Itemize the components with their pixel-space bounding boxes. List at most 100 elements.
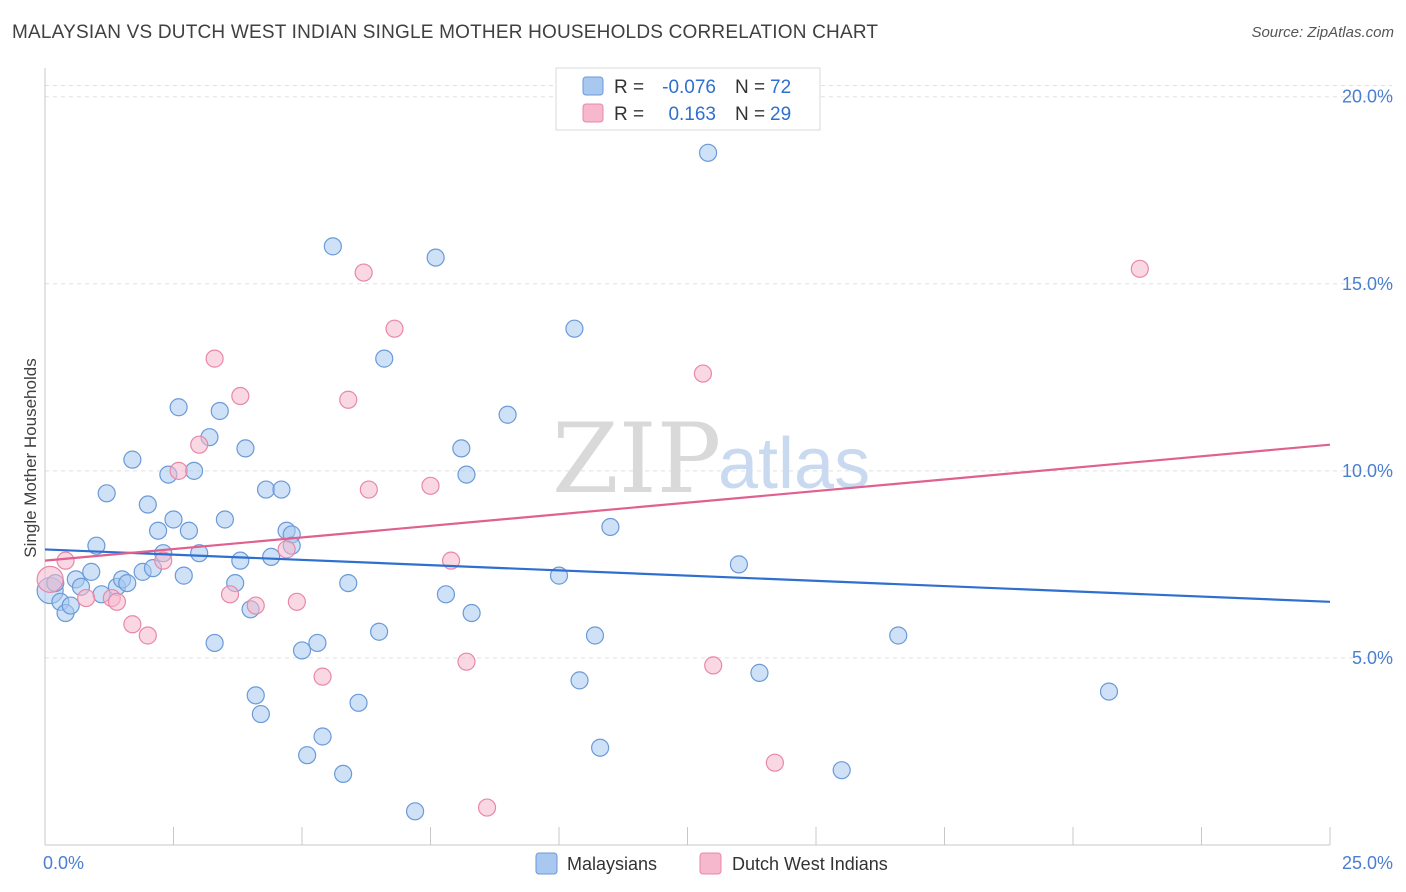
watermark: ZIP atlas — [552, 403, 870, 515]
point-dutch-west-indians — [77, 588, 96, 608]
point-malaysians — [339, 573, 358, 593]
legend-swatch-dutch-west-indians — [582, 103, 604, 123]
legend-n-label-dutch-west-indians: N = — [735, 104, 765, 125]
y-tick-label: 5.0% — [1352, 648, 1393, 668]
bottom-legend-label-dutch-west-indians: Dutch West Indians — [732, 854, 888, 874]
y-tick-label: 10.0% — [1342, 461, 1393, 481]
point-malaysians — [148, 521, 168, 540]
bottom-legend-swatch-malaysians — [535, 852, 558, 875]
watermark-zip: ZIP — [552, 403, 721, 515]
point-malaysians — [308, 633, 327, 653]
point-dutch-west-indians — [457, 652, 476, 671]
trend-lines — [44, 443, 1331, 603]
point-malaysians — [1099, 682, 1119, 701]
point-malaysians — [174, 566, 193, 585]
point-dutch-west-indians — [385, 319, 404, 338]
point-malaysians — [457, 465, 476, 484]
point-malaysians — [215, 510, 234, 529]
point-malaysians — [298, 746, 317, 765]
point-dutch-west-indians — [277, 540, 296, 559]
legend-n-label-malaysians: N = — [735, 77, 765, 98]
point-dutch-west-indians — [138, 626, 157, 645]
point-malaysians — [256, 480, 276, 499]
point-malaysians — [138, 495, 157, 514]
trend-line-malaysians — [44, 548, 1331, 603]
legend-r-label-dutch-west-indians: R = — [614, 104, 644, 125]
point-malaysians — [498, 405, 517, 424]
point-malaysians — [179, 521, 199, 540]
y-axis-label: Single Mother Households — [21, 358, 40, 557]
point-malaysians — [323, 237, 342, 256]
watermark-atlas: atlas — [718, 424, 870, 504]
point-malaysians — [262, 547, 281, 567]
point-malaysians — [601, 517, 620, 537]
point-dutch-west-indians — [107, 592, 127, 611]
point-dutch-west-indians — [123, 615, 142, 634]
point-malaysians — [97, 484, 116, 503]
point-dutch-west-indians — [56, 551, 75, 570]
point-malaysians — [118, 573, 137, 593]
bottom-legend-swatch-dutch-west-indians — [699, 852, 722, 875]
legend: R = -0.076 N = 72 R = 0.163 N = 29 — [555, 67, 821, 131]
point-malaysians — [750, 663, 769, 682]
point-dutch-west-indians — [354, 263, 373, 282]
point-dutch-west-indians — [36, 565, 64, 593]
point-malaysians — [436, 585, 456, 604]
legend-r-value-malaysians: -0.076 — [662, 77, 716, 98]
point-malaysians — [205, 633, 224, 653]
point-malaysians — [370, 622, 389, 641]
point-malaysians — [565, 319, 584, 338]
point-dutch-west-indians — [704, 656, 723, 675]
tick-labels: 5.0% 10.0% 15.0% 20.0% 0.0% 25.0% — [43, 87, 1393, 873]
grid-lines — [45, 84, 1392, 659]
y-tick-label: 20.0% — [1342, 87, 1393, 107]
point-malaysians — [123, 450, 142, 469]
point-malaysians — [82, 562, 101, 581]
point-dutch-west-indians — [477, 798, 497, 817]
point-malaysians — [313, 727, 332, 746]
point-malaysians — [292, 641, 312, 660]
y-tick-label: 15.0% — [1342, 274, 1393, 294]
point-malaysians — [832, 761, 851, 780]
bottom-legend-label-malaysians: Malaysians — [567, 854, 657, 874]
point-malaysians — [246, 686, 265, 705]
point-malaysians — [889, 626, 908, 645]
x-tick-label: 0.0% — [43, 853, 84, 873]
chart-title: MALAYSIAN VS DUTCH WEST INDIAN SINGLE MO… — [12, 22, 879, 43]
point-malaysians — [570, 671, 589, 690]
legend-r-value-dutch-west-indians: 0.163 — [668, 104, 716, 125]
point-malaysians — [462, 603, 481, 623]
point-malaysians — [591, 738, 610, 757]
point-malaysians — [184, 461, 204, 480]
point-dutch-west-indians — [205, 349, 224, 368]
point-malaysians — [164, 510, 183, 529]
point-malaysians — [231, 551, 250, 570]
point-malaysians — [190, 544, 209, 563]
point-dutch-west-indians — [220, 585, 240, 604]
point-dutch-west-indians — [246, 596, 265, 615]
point-malaysians — [426, 248, 445, 267]
point-malaysians — [405, 802, 425, 821]
source-label: Source: ZipAtlas.com — [1251, 24, 1394, 41]
point-dutch-west-indians — [190, 435, 209, 454]
point-malaysians — [334, 764, 353, 784]
point-malaysians — [251, 704, 270, 724]
legend-r-label-malaysians: R = — [614, 77, 644, 98]
x-tick-label: 25.0% — [1342, 853, 1393, 873]
point-malaysians — [87, 536, 106, 555]
trend-line-dutch-west-indians — [44, 443, 1331, 562]
legend-n-value-malaysians: 72 — [770, 77, 791, 98]
legend-n-value-dutch-west-indians: 29 — [770, 104, 791, 125]
point-malaysians — [585, 626, 605, 645]
point-dutch-west-indians — [359, 480, 378, 499]
bottom-legend: Malaysians Dutch West Indians — [535, 852, 888, 875]
point-dutch-west-indians — [339, 390, 358, 409]
point-malaysians — [349, 693, 368, 712]
point-dutch-west-indians — [287, 592, 306, 611]
point-malaysians — [272, 480, 291, 499]
point-dutch-west-indians — [313, 667, 332, 686]
point-malaysians — [375, 349, 394, 368]
point-dutch-west-indians — [765, 753, 784, 772]
point-dutch-west-indians — [421, 476, 440, 495]
